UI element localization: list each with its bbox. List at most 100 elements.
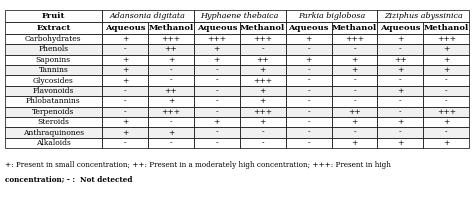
Bar	[5, 138, 102, 148]
Bar	[148, 107, 194, 117]
Text: Extract: Extract	[36, 24, 71, 32]
Text: +: +	[443, 45, 449, 53]
Text: +++: +++	[253, 77, 272, 85]
Text: -: -	[170, 77, 172, 85]
Text: -: -	[124, 139, 127, 147]
Bar	[5, 34, 102, 44]
Bar	[286, 55, 332, 65]
Bar	[194, 96, 240, 107]
Text: -: -	[353, 77, 356, 85]
Bar	[102, 34, 148, 44]
Text: +: +	[351, 66, 358, 74]
Bar	[5, 22, 102, 34]
Bar	[102, 117, 148, 128]
Text: +: +	[305, 35, 312, 43]
Text: Fruit: Fruit	[42, 12, 65, 20]
Text: -: -	[353, 87, 356, 95]
Bar	[332, 96, 377, 107]
Bar	[286, 65, 332, 75]
Bar	[423, 55, 469, 65]
Text: +: +	[168, 129, 174, 137]
Bar	[423, 34, 469, 44]
Text: -: -	[262, 129, 264, 137]
Bar	[240, 65, 286, 75]
Text: -: -	[307, 139, 310, 147]
Text: -: -	[170, 139, 172, 147]
Bar	[286, 10, 377, 22]
Text: -: -	[307, 97, 310, 105]
Text: +: +	[397, 87, 403, 95]
Text: ++: ++	[164, 87, 177, 95]
Text: +: +	[214, 118, 220, 126]
Bar	[377, 55, 423, 65]
Bar	[102, 44, 148, 55]
Bar	[194, 10, 286, 22]
Bar	[332, 22, 377, 34]
Text: +: +	[397, 66, 403, 74]
Text: -: -	[445, 77, 447, 85]
Text: +: +	[168, 97, 174, 105]
Bar	[194, 34, 240, 44]
Bar	[240, 22, 286, 34]
Text: -: -	[124, 45, 127, 53]
Bar	[286, 128, 332, 138]
Bar	[148, 75, 194, 86]
Text: Ziziphus abyssinica: Ziziphus abyssinica	[384, 12, 463, 20]
Bar	[286, 75, 332, 86]
Text: -: -	[399, 77, 402, 85]
Bar	[332, 34, 377, 44]
Bar	[332, 138, 377, 148]
Text: +++: +++	[207, 35, 227, 43]
Bar	[102, 55, 148, 65]
Text: ++: ++	[164, 45, 177, 53]
Text: Tannins: Tannins	[38, 66, 68, 74]
Text: -: -	[307, 118, 310, 126]
Bar	[102, 128, 148, 138]
Bar	[102, 96, 148, 107]
Text: +: +	[443, 56, 449, 64]
Bar	[286, 86, 332, 96]
Bar	[240, 44, 286, 55]
Bar	[5, 65, 102, 75]
Bar	[332, 65, 377, 75]
Text: Aqueous: Aqueous	[105, 24, 146, 32]
Bar	[423, 128, 469, 138]
Bar	[286, 117, 332, 128]
Bar	[102, 10, 194, 22]
Text: Aqueous: Aqueous	[380, 24, 420, 32]
Bar	[240, 34, 286, 44]
Bar	[240, 138, 286, 148]
Text: -: -	[124, 87, 127, 95]
Text: +++: +++	[253, 108, 272, 116]
Text: +: +	[122, 118, 128, 126]
Bar	[148, 117, 194, 128]
Bar	[148, 86, 194, 96]
Text: Methanol: Methanol	[148, 24, 193, 32]
Text: +: +	[122, 77, 128, 85]
Bar	[377, 34, 423, 44]
Bar	[240, 128, 286, 138]
Text: Alkaloids: Alkaloids	[36, 139, 71, 147]
Text: Saponins: Saponins	[36, 56, 71, 64]
Bar	[377, 128, 423, 138]
Text: -: -	[307, 108, 310, 116]
Bar	[194, 117, 240, 128]
Bar	[102, 138, 148, 148]
Text: Adansonia digitata: Adansonia digitata	[110, 12, 186, 20]
Bar	[332, 117, 377, 128]
Text: +: +	[397, 118, 403, 126]
Bar	[377, 107, 423, 117]
Text: -: -	[399, 108, 402, 116]
Text: +++: +++	[345, 35, 364, 43]
Text: +: +	[214, 45, 220, 53]
Text: +: +	[351, 56, 358, 64]
Bar	[5, 44, 102, 55]
Text: -: -	[445, 97, 447, 105]
Text: -: -	[262, 45, 264, 53]
Bar	[332, 128, 377, 138]
Text: -: -	[445, 129, 447, 137]
Text: -: -	[170, 118, 172, 126]
Bar	[5, 10, 102, 22]
Text: +++: +++	[437, 108, 456, 116]
Text: +: +	[305, 56, 312, 64]
